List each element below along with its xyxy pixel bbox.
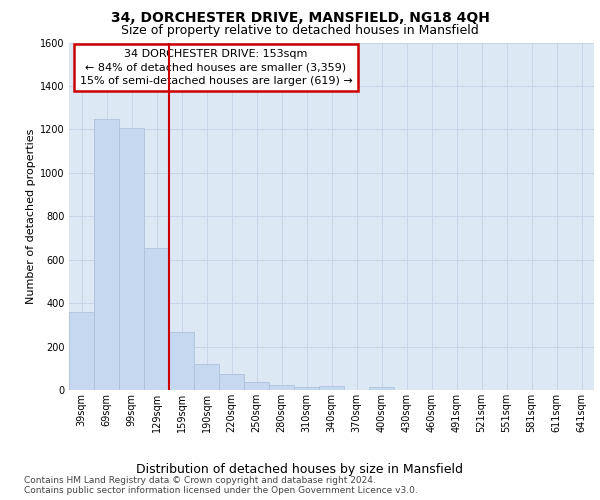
Bar bbox=[144, 248, 169, 390]
Text: 34 DORCHESTER DRIVE: 153sqm
← 84% of detached houses are smaller (3,359)
15% of : 34 DORCHESTER DRIVE: 153sqm ← 84% of det… bbox=[80, 50, 352, 86]
Bar bbox=[369, 386, 394, 390]
Bar bbox=[69, 312, 94, 390]
Text: Distribution of detached houses by size in Mansfield: Distribution of detached houses by size … bbox=[137, 462, 464, 475]
Bar bbox=[269, 385, 294, 390]
Bar bbox=[94, 118, 119, 390]
Text: 34, DORCHESTER DRIVE, MANSFIELD, NG18 4QH: 34, DORCHESTER DRIVE, MANSFIELD, NG18 4Q… bbox=[110, 11, 490, 25]
Text: Contains HM Land Registry data © Crown copyright and database right 2024.
Contai: Contains HM Land Registry data © Crown c… bbox=[24, 476, 418, 495]
Text: Size of property relative to detached houses in Mansfield: Size of property relative to detached ho… bbox=[121, 24, 479, 37]
Bar bbox=[219, 374, 244, 390]
Y-axis label: Number of detached properties: Number of detached properties bbox=[26, 128, 36, 304]
Bar bbox=[244, 382, 269, 390]
Bar bbox=[169, 332, 194, 390]
Bar bbox=[194, 364, 219, 390]
Bar bbox=[319, 386, 344, 390]
Bar bbox=[119, 128, 144, 390]
Bar bbox=[294, 386, 319, 390]
